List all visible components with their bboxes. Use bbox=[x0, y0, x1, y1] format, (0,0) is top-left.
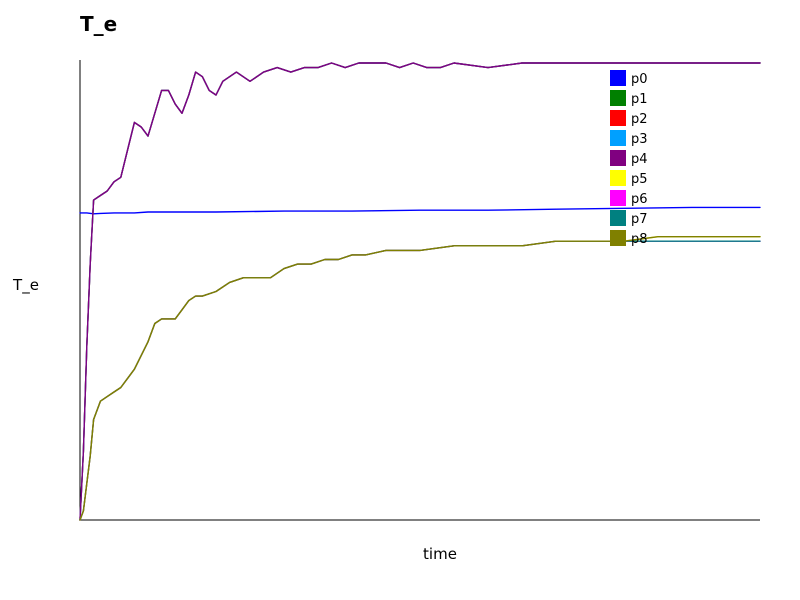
legend-swatch-p5 bbox=[610, 170, 626, 186]
legend-label-p7: p7 bbox=[631, 212, 648, 227]
legend-label-p4: p4 bbox=[631, 152, 648, 167]
legend-swatch-p0 bbox=[610, 70, 626, 86]
legend-swatch-p7 bbox=[610, 210, 626, 226]
legend-swatch-p1 bbox=[610, 90, 626, 106]
legend-swatch-p3 bbox=[610, 130, 626, 146]
legend: p0 p1 p2 p3 p4 p5 p6 p7 p8 bbox=[610, 70, 648, 247]
legend-label-p3: p3 bbox=[631, 132, 648, 147]
legend-label-p0: p0 bbox=[631, 72, 648, 87]
series-line-p2 bbox=[79, 62, 761, 521]
legend-swatch-p6 bbox=[610, 190, 626, 206]
series-line-p3 bbox=[79, 62, 761, 521]
series-group bbox=[79, 62, 761, 521]
series-line-p8 bbox=[79, 235, 761, 521]
legend-label-p6: p6 bbox=[631, 192, 648, 207]
legend-swatch-p8 bbox=[610, 230, 626, 246]
legend-label-p1: p1 bbox=[631, 92, 648, 107]
legend-label-p2: p2 bbox=[631, 112, 648, 127]
legend-label-p8: p8 bbox=[631, 232, 648, 247]
x-axis-label: time bbox=[423, 545, 457, 563]
series-line-p5 bbox=[79, 235, 761, 521]
legend-swatch-p2 bbox=[610, 110, 626, 126]
series-line-p0 bbox=[79, 206, 761, 215]
series-line-p4 bbox=[79, 62, 761, 521]
y-axis-label: T_e bbox=[12, 276, 39, 295]
series-line-p7 bbox=[79, 240, 761, 521]
chart-title: T_e bbox=[80, 12, 117, 36]
legend-label-p5: p5 bbox=[631, 172, 648, 187]
series-line-p1 bbox=[79, 62, 761, 521]
legend-swatch-p4 bbox=[610, 150, 626, 166]
series-line-p6 bbox=[79, 240, 761, 521]
